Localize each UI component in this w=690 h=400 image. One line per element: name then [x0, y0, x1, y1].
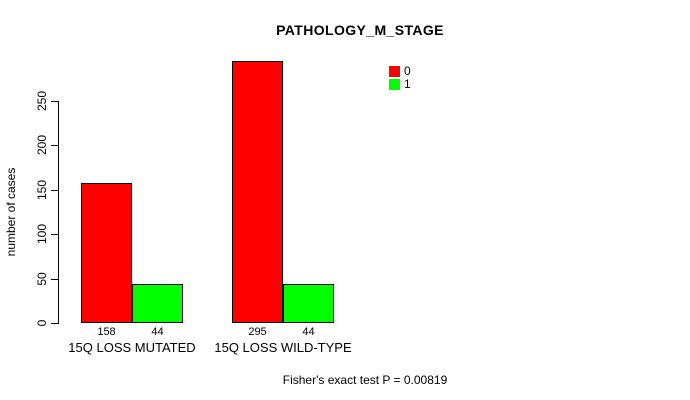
y-axis-tick — [51, 189, 58, 191]
category-label: 15Q LOSS MUTATED — [68, 340, 196, 355]
bar-1-15q-loss-wild-type — [283, 284, 334, 323]
bar-1-15q-loss-mutated — [132, 284, 183, 323]
y-tick-label: 50 — [35, 271, 49, 286]
bar-value-label: 44 — [302, 326, 315, 338]
y-axis-tick — [51, 278, 58, 280]
bar-value-label: 158 — [97, 326, 116, 338]
bar-0-15q-loss-wild-type — [232, 61, 283, 323]
legend-item-0: 0 — [389, 64, 411, 78]
y-axis-line — [58, 101, 59, 324]
bar-value-label: 295 — [248, 326, 267, 338]
y-axis-tick — [51, 145, 58, 147]
y-axis-label: number of cases — [4, 167, 18, 257]
y-axis-tick — [51, 101, 58, 102]
fisher-test-annotation: Fisher's exact test P = 0.00819 — [282, 373, 448, 387]
y-tick-label: 250 — [35, 90, 49, 112]
y-axis-tick — [51, 323, 58, 324]
y-tick-label: 150 — [35, 179, 49, 200]
y-tick-label: 0 — [35, 319, 49, 327]
y-tick-label: 200 — [35, 135, 49, 156]
category-label: 15Q LOSS WILD-TYPE — [214, 340, 352, 355]
y-tick-label: 100 — [35, 224, 49, 245]
legend-label: 0 — [404, 64, 411, 78]
y-axis-tick — [51, 234, 58, 236]
chart-title: PATHOLOGY_M_STAGE — [276, 22, 444, 38]
legend-item-1: 1 — [389, 77, 411, 91]
legend-swatch-icon — [389, 66, 400, 77]
legend-label: 1 — [404, 77, 411, 91]
bar-0-15q-loss-mutated — [81, 183, 132, 323]
bar-value-label: 44 — [151, 326, 164, 338]
legend-swatch-icon — [389, 79, 400, 90]
